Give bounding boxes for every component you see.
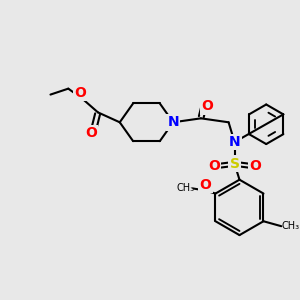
Text: O: O <box>201 100 213 113</box>
Text: S: S <box>230 157 239 171</box>
Text: O: O <box>85 126 97 140</box>
Text: CH₃: CH₃ <box>281 221 299 231</box>
Text: CH₃: CH₃ <box>177 183 195 193</box>
Text: O: O <box>74 85 86 100</box>
Text: O: O <box>200 178 212 192</box>
Text: O: O <box>208 159 220 173</box>
Text: O: O <box>249 159 261 173</box>
Text: N: N <box>167 115 179 129</box>
Text: N: N <box>229 135 240 149</box>
